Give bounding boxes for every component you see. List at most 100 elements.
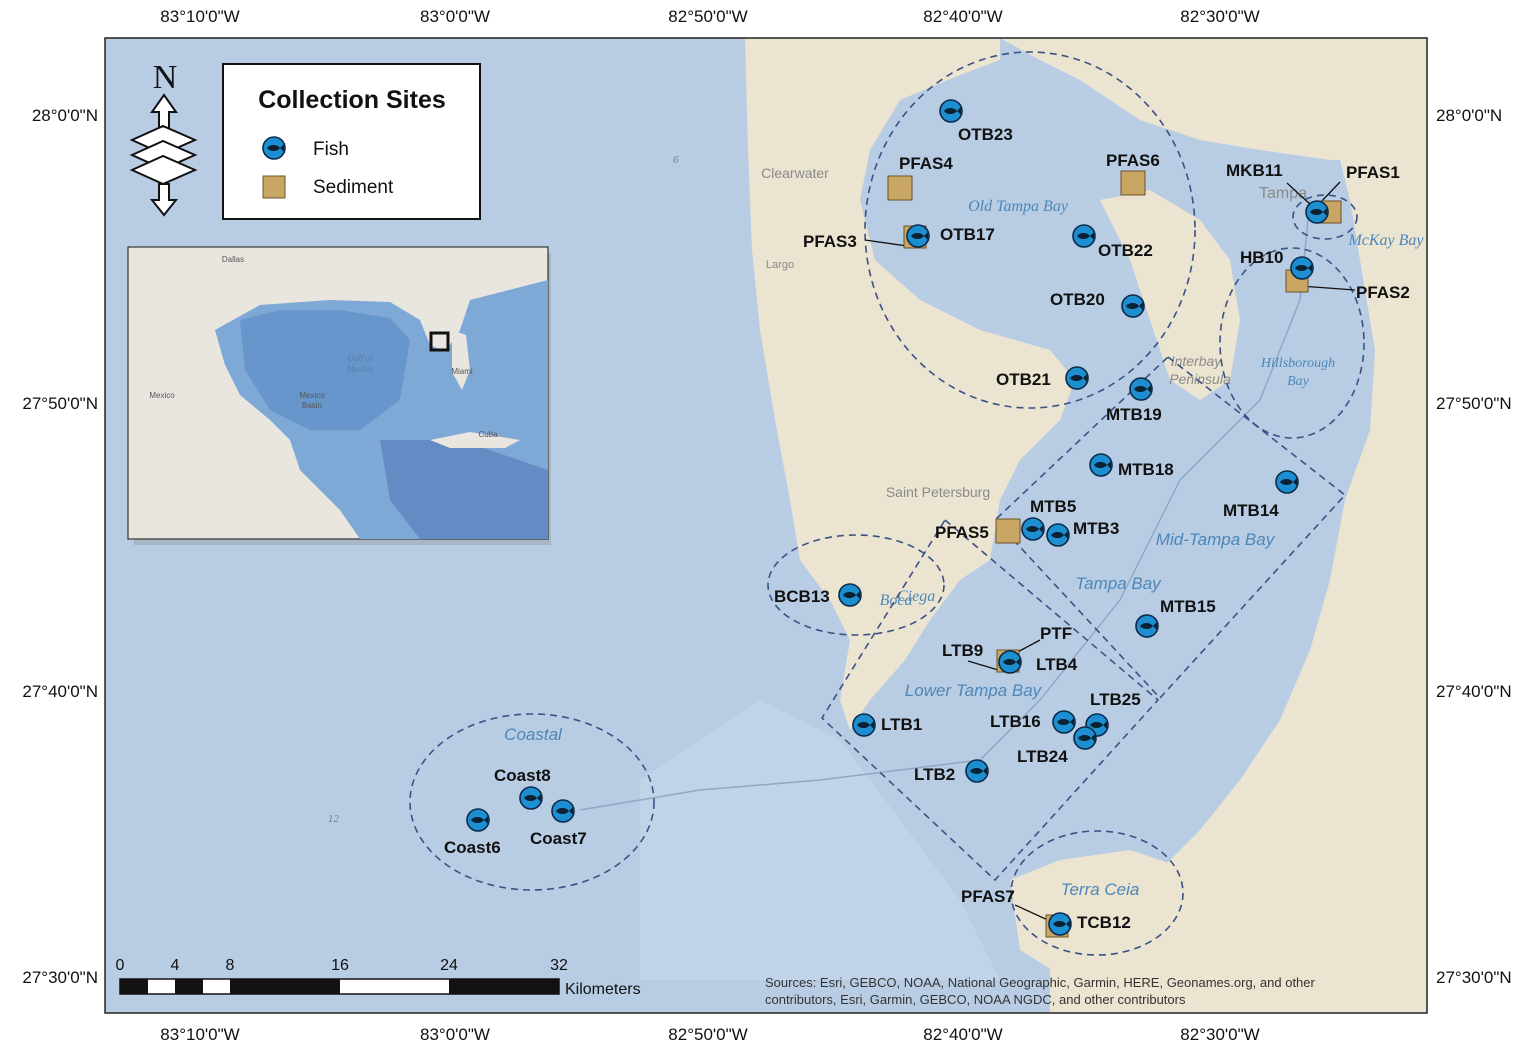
sediment-marker bbox=[1120, 170, 1146, 196]
credits-line: contributors, Esri, Garmin, GEBCO, NOAA … bbox=[765, 992, 1186, 1007]
site-label-pfas5: PFAS5 bbox=[935, 523, 989, 542]
inset-label: Gulf of bbox=[347, 353, 374, 363]
inset-gulf-basin bbox=[240, 310, 410, 430]
site-label-otb22: OTB22 bbox=[1098, 241, 1153, 260]
north-arrow-letter: N bbox=[153, 59, 178, 96]
lat-label-left: 27°40'0"N bbox=[22, 682, 98, 701]
inset-study-area-box bbox=[429, 331, 450, 352]
zone-mid-tampa-bay bbox=[993, 355, 1347, 700]
lon-label-top: 83°10'0"W bbox=[160, 7, 239, 26]
depth-label: 6 bbox=[673, 154, 679, 166]
fish-marker-icon bbox=[1048, 912, 1072, 936]
site-label-otb20: OTB20 bbox=[1050, 290, 1105, 309]
scale-tick-label: 16 bbox=[331, 957, 349, 974]
site-label-ltb25: LTB25 bbox=[1090, 690, 1141, 709]
inset-caribbean bbox=[380, 440, 548, 539]
inset-label: Cuba bbox=[478, 430, 498, 439]
lat-label-left: 27°30'0"N bbox=[22, 968, 98, 987]
leader-pfas7 bbox=[1014, 904, 1051, 922]
site-label-pfas2: PFAS2 bbox=[1356, 283, 1410, 302]
lon-label-top: 83°0'0"W bbox=[420, 7, 490, 26]
water-label-lower-tampa-bay: Lower Tampa Bay bbox=[905, 681, 1043, 700]
fish-marker-icon bbox=[1305, 200, 1329, 224]
right-latitude-labels: 28°0'0"N 27°50'0"N 27°40'0"N 27°30'0"N bbox=[1436, 106, 1512, 987]
water-label-mckay-bay: McKay Bay bbox=[1347, 232, 1424, 249]
place-label-st-petersburg: Saint Petersburg bbox=[886, 484, 990, 500]
fish-marker-icon bbox=[262, 136, 286, 160]
fish-marker-icon bbox=[939, 99, 963, 123]
fish-marker-icon bbox=[1089, 453, 1113, 477]
water-label-ciega: Ciega bbox=[897, 588, 935, 605]
fish-marker-icon bbox=[838, 583, 862, 607]
fish-marker-icon bbox=[466, 808, 490, 832]
zone-lower-tampa-bay bbox=[820, 518, 1160, 882]
place-labels: Clearwater Largo Saint Petersburg Tampa … bbox=[761, 165, 1307, 500]
site-label-coast8: Coast8 bbox=[494, 766, 551, 785]
site-label-hb10: HB10 bbox=[1240, 248, 1283, 267]
lon-label-bottom: 83°0'0"W bbox=[420, 1025, 490, 1044]
scale-tick-label: 4 bbox=[171, 957, 180, 974]
sediment-marker bbox=[887, 175, 913, 201]
interbay-land bbox=[1100, 190, 1240, 400]
inset-label: Mexico bbox=[346, 364, 374, 374]
site-label-pfas7: PFAS7 bbox=[961, 887, 1015, 906]
north-land bbox=[1000, 38, 1427, 160]
inset-florida bbox=[452, 330, 470, 390]
lat-label-left: 27°50'0"N bbox=[22, 394, 98, 413]
shipping-channel bbox=[579, 199, 1311, 811]
fish-marker-icon bbox=[965, 759, 989, 783]
scale-tick-label: 24 bbox=[440, 957, 458, 974]
water-labels: Old Tampa Bay McKay Bay Hillsborough Bay… bbox=[504, 198, 1424, 899]
site-label-ltb24: LTB24 bbox=[1017, 747, 1068, 766]
inset-label: Basin bbox=[302, 401, 322, 410]
fish-marker-icon bbox=[1290, 256, 1314, 280]
fish-marker-icon bbox=[1121, 294, 1145, 318]
site-label-pfas4: PFAS4 bbox=[899, 154, 953, 173]
south-land bbox=[1010, 850, 1200, 975]
fish-marker-icon bbox=[852, 713, 876, 737]
zone-coastal bbox=[409, 713, 655, 891]
fish-marker-icon bbox=[1073, 726, 1097, 750]
depth-label: 12 bbox=[328, 813, 340, 825]
inset-label: Mexico bbox=[299, 391, 325, 400]
inset-label: Dallas bbox=[222, 255, 244, 264]
water-label-boca: Boca bbox=[880, 592, 913, 609]
leader-pfas2 bbox=[1299, 285, 1356, 291]
site-label-mtb15: MTB15 bbox=[1160, 597, 1216, 616]
legend-title: Collection Sites bbox=[258, 86, 446, 114]
zone-mckay-bay bbox=[1292, 194, 1358, 240]
lon-label-bottom: 82°50'0"W bbox=[668, 1025, 747, 1044]
place-label-interbay: Interbay bbox=[1171, 353, 1223, 369]
sediment-site-labels: PFAS4 PFAS6 PFAS3 PFAS1 PFAS2 PFAS5 PTF … bbox=[803, 151, 1410, 906]
site-label-coast7: Coast7 bbox=[530, 829, 587, 848]
east-land bbox=[1050, 160, 1427, 1013]
place-label-peninsula: Peninsula bbox=[1169, 371, 1231, 387]
scale-tick-label: 8 bbox=[226, 957, 235, 974]
fish-marker-icon bbox=[998, 650, 1022, 674]
site-label-ltb9: LTB9 bbox=[942, 641, 983, 660]
place-label-clearwater: Clearwater bbox=[761, 165, 829, 181]
fish-marker-icon bbox=[1046, 523, 1070, 547]
fish-marker-icon bbox=[1065, 366, 1089, 390]
water-label-coastal: Coastal bbox=[504, 725, 563, 744]
fish-marker-icon bbox=[1072, 224, 1096, 248]
lon-label-bottom: 83°10'0"W bbox=[160, 1025, 239, 1044]
lat-label-left: 28°0'0"N bbox=[32, 106, 98, 125]
inset-label: Mexico bbox=[149, 391, 175, 400]
zone-hillsborough-bay bbox=[1219, 247, 1365, 439]
top-longitude-labels: 83°10'0"W 83°0'0"W 82°50'0"W 82°40'0"W 8… bbox=[160, 7, 1259, 26]
water-label-old-tampa-bay: Old Tampa Bay bbox=[968, 198, 1069, 215]
bottom-longitude-labels: 83°10'0"W 83°0'0"W 82°50'0"W 82°40'0"W 8… bbox=[160, 1025, 1259, 1044]
water-label-mid-tampa-bay: Mid-Tampa Bay bbox=[1156, 530, 1276, 549]
site-label-mtb18: MTB18 bbox=[1118, 460, 1174, 479]
sediment-marker bbox=[995, 518, 1021, 544]
site-label-otb17: OTB17 bbox=[940, 225, 995, 244]
inset-cuba bbox=[430, 432, 520, 448]
north-arrow-icon bbox=[129, 93, 198, 217]
fish-marker-icon bbox=[1135, 614, 1159, 638]
fish-marker-icon bbox=[551, 799, 575, 823]
lat-label-right: 28°0'0"N bbox=[1436, 106, 1502, 125]
water-label-terra-ceia: Terra Ceia bbox=[1061, 880, 1140, 899]
site-label-ptf: PTF bbox=[1040, 624, 1072, 643]
site-label-ltb4: LTB4 bbox=[1036, 655, 1078, 674]
